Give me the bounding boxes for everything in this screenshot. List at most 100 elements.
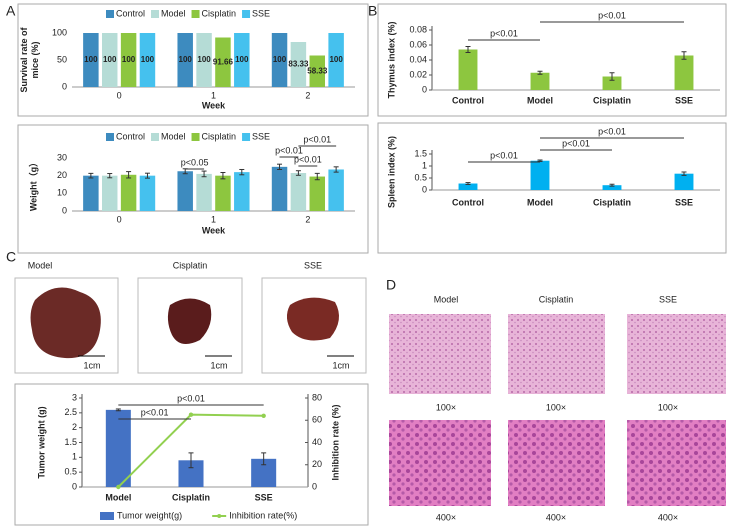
y-axis-label: Weight（g） xyxy=(28,158,38,211)
x-tick-label: Control xyxy=(452,197,484,207)
legend-label: Cisplatin xyxy=(202,8,237,18)
x-tick-label: SSE xyxy=(255,492,273,502)
annotation: p<0.01 xyxy=(177,393,205,403)
data-label: 100 xyxy=(197,55,211,64)
bar xyxy=(290,42,307,87)
y-axis-label: Spleen index (%) xyxy=(386,136,396,208)
tumor xyxy=(30,287,101,359)
legend-swatch xyxy=(151,133,160,141)
y-tick-label: 0.02 xyxy=(409,69,427,79)
y-tick-label: 1 xyxy=(422,160,427,170)
bar xyxy=(309,55,326,87)
legend-swatch xyxy=(242,133,251,141)
histology-image xyxy=(389,420,491,506)
photo-label: Cisplatin xyxy=(173,260,208,270)
legend-swatch xyxy=(191,10,200,18)
data-label: 100 xyxy=(273,55,287,64)
photo-label: SSE xyxy=(304,260,322,270)
bar xyxy=(83,33,99,87)
x-tick-label: SSE xyxy=(675,95,693,105)
bar xyxy=(271,33,288,87)
bar xyxy=(105,409,131,487)
x-tick-label: Cisplatin xyxy=(593,197,631,207)
x-axis-label: Week xyxy=(202,225,226,235)
y2-tick-label: 80 xyxy=(312,392,322,402)
bar xyxy=(602,76,622,90)
line-point xyxy=(188,412,194,417)
bar xyxy=(234,172,250,211)
y2-tick-label: 60 xyxy=(312,415,322,425)
legend-label: Cisplatin xyxy=(202,131,237,141)
y-tick-label: 30 xyxy=(57,152,67,162)
x-axis-label: Week xyxy=(202,100,226,110)
legend-label: Control xyxy=(116,8,145,18)
y-tick-label: 0 xyxy=(422,84,427,94)
bar xyxy=(177,33,193,87)
bar xyxy=(290,173,307,211)
y-tick-label: 1 xyxy=(72,452,77,462)
y-tick-label: 0 xyxy=(62,81,67,91)
panel-label: D xyxy=(386,277,396,293)
annotation: p<0.01 xyxy=(490,150,518,160)
annotation: p<0.01 xyxy=(294,154,322,164)
legend-swatch xyxy=(100,512,114,520)
data-label: 100 xyxy=(141,55,155,64)
y-axis-label: Survival rate of xyxy=(19,26,29,92)
photo-label: Model xyxy=(28,260,53,270)
y-tick-label: 0 xyxy=(62,205,67,215)
x-tick-label: Model xyxy=(527,95,553,105)
line-point xyxy=(116,484,121,490)
y-tick-label: 10 xyxy=(57,188,67,198)
data-label: 100 xyxy=(103,55,117,64)
y-tick-label: 0.5 xyxy=(414,172,427,182)
histology-label: Model xyxy=(434,294,459,304)
legend-label: SSE xyxy=(252,131,270,141)
legend-swatch xyxy=(242,10,251,18)
annotation: p<0.01 xyxy=(303,134,331,144)
legend-swatch xyxy=(106,133,114,141)
magnification: 400× xyxy=(436,512,456,522)
x-tick-label: 1 xyxy=(211,90,216,100)
data-label: 91.66 xyxy=(213,57,234,66)
panel-label: A xyxy=(6,3,16,19)
bar xyxy=(328,33,344,87)
frame xyxy=(377,122,727,254)
bar xyxy=(458,49,478,90)
histology-label: Cisplatin xyxy=(539,294,574,304)
x-tick-label: 2 xyxy=(305,214,310,224)
x-tick-label: 2 xyxy=(305,90,310,100)
bar xyxy=(309,176,326,211)
y-tick-label: 0 xyxy=(72,481,77,491)
data-label: 100 xyxy=(179,55,193,64)
data-label: 100 xyxy=(84,55,98,64)
histology-label: SSE xyxy=(659,294,677,304)
y2-tick-label: 40 xyxy=(312,437,322,447)
line-point xyxy=(261,413,266,418)
annotation: p<0.01 xyxy=(490,28,518,38)
bar xyxy=(530,72,550,90)
y-tick-label: 3 xyxy=(72,392,77,402)
legend-swatch xyxy=(106,10,114,18)
y-tick-label: 1.5 xyxy=(64,437,77,447)
bar xyxy=(530,160,550,190)
panel-label: C xyxy=(6,249,16,265)
legend-label: Model xyxy=(161,131,186,141)
bar xyxy=(215,175,231,211)
bar xyxy=(101,33,118,87)
data-label: 100 xyxy=(329,55,343,64)
data-label: 100 xyxy=(122,55,136,64)
data-label: 100 xyxy=(235,55,249,64)
legend-label: Model xyxy=(161,8,186,18)
bar xyxy=(674,173,694,190)
annotation: p<0.05 xyxy=(181,157,209,167)
y-tick-label: 2 xyxy=(72,422,77,432)
legend-label: Inhibition rate(%) xyxy=(229,510,297,520)
y-tick-label: 20 xyxy=(57,170,67,180)
bar xyxy=(674,55,694,90)
scale-label: 1cm xyxy=(332,360,349,370)
bar xyxy=(120,174,137,211)
y-axis-label: mice (%) xyxy=(30,41,40,78)
panel-label: B xyxy=(368,3,377,19)
histology-image xyxy=(508,420,605,506)
